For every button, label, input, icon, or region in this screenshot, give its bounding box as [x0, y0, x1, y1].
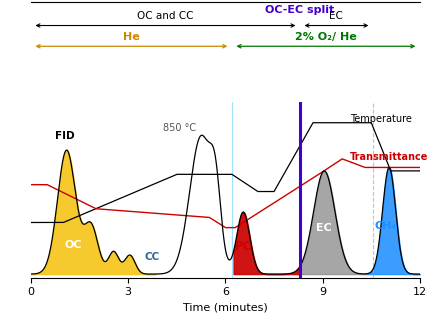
Text: OC and CC: OC and CC	[137, 11, 194, 21]
Text: 2% O₂/ He: 2% O₂/ He	[295, 33, 357, 42]
Text: EC: EC	[316, 223, 332, 233]
Text: OC: OC	[65, 240, 82, 250]
Text: 850 °C: 850 °C	[164, 123, 197, 133]
Text: He: He	[123, 33, 140, 42]
Text: CC: CC	[145, 252, 160, 262]
Text: EC: EC	[329, 11, 343, 21]
Text: Temperature: Temperature	[350, 114, 412, 124]
Text: FID: FID	[55, 131, 75, 142]
Text: OC-EC split: OC-EC split	[265, 4, 335, 15]
Text: CH₄: CH₄	[375, 221, 397, 231]
X-axis label: Time (minutes): Time (minutes)	[183, 303, 268, 313]
Text: PC: PC	[235, 240, 252, 253]
Text: Transmittance: Transmittance	[350, 152, 429, 162]
